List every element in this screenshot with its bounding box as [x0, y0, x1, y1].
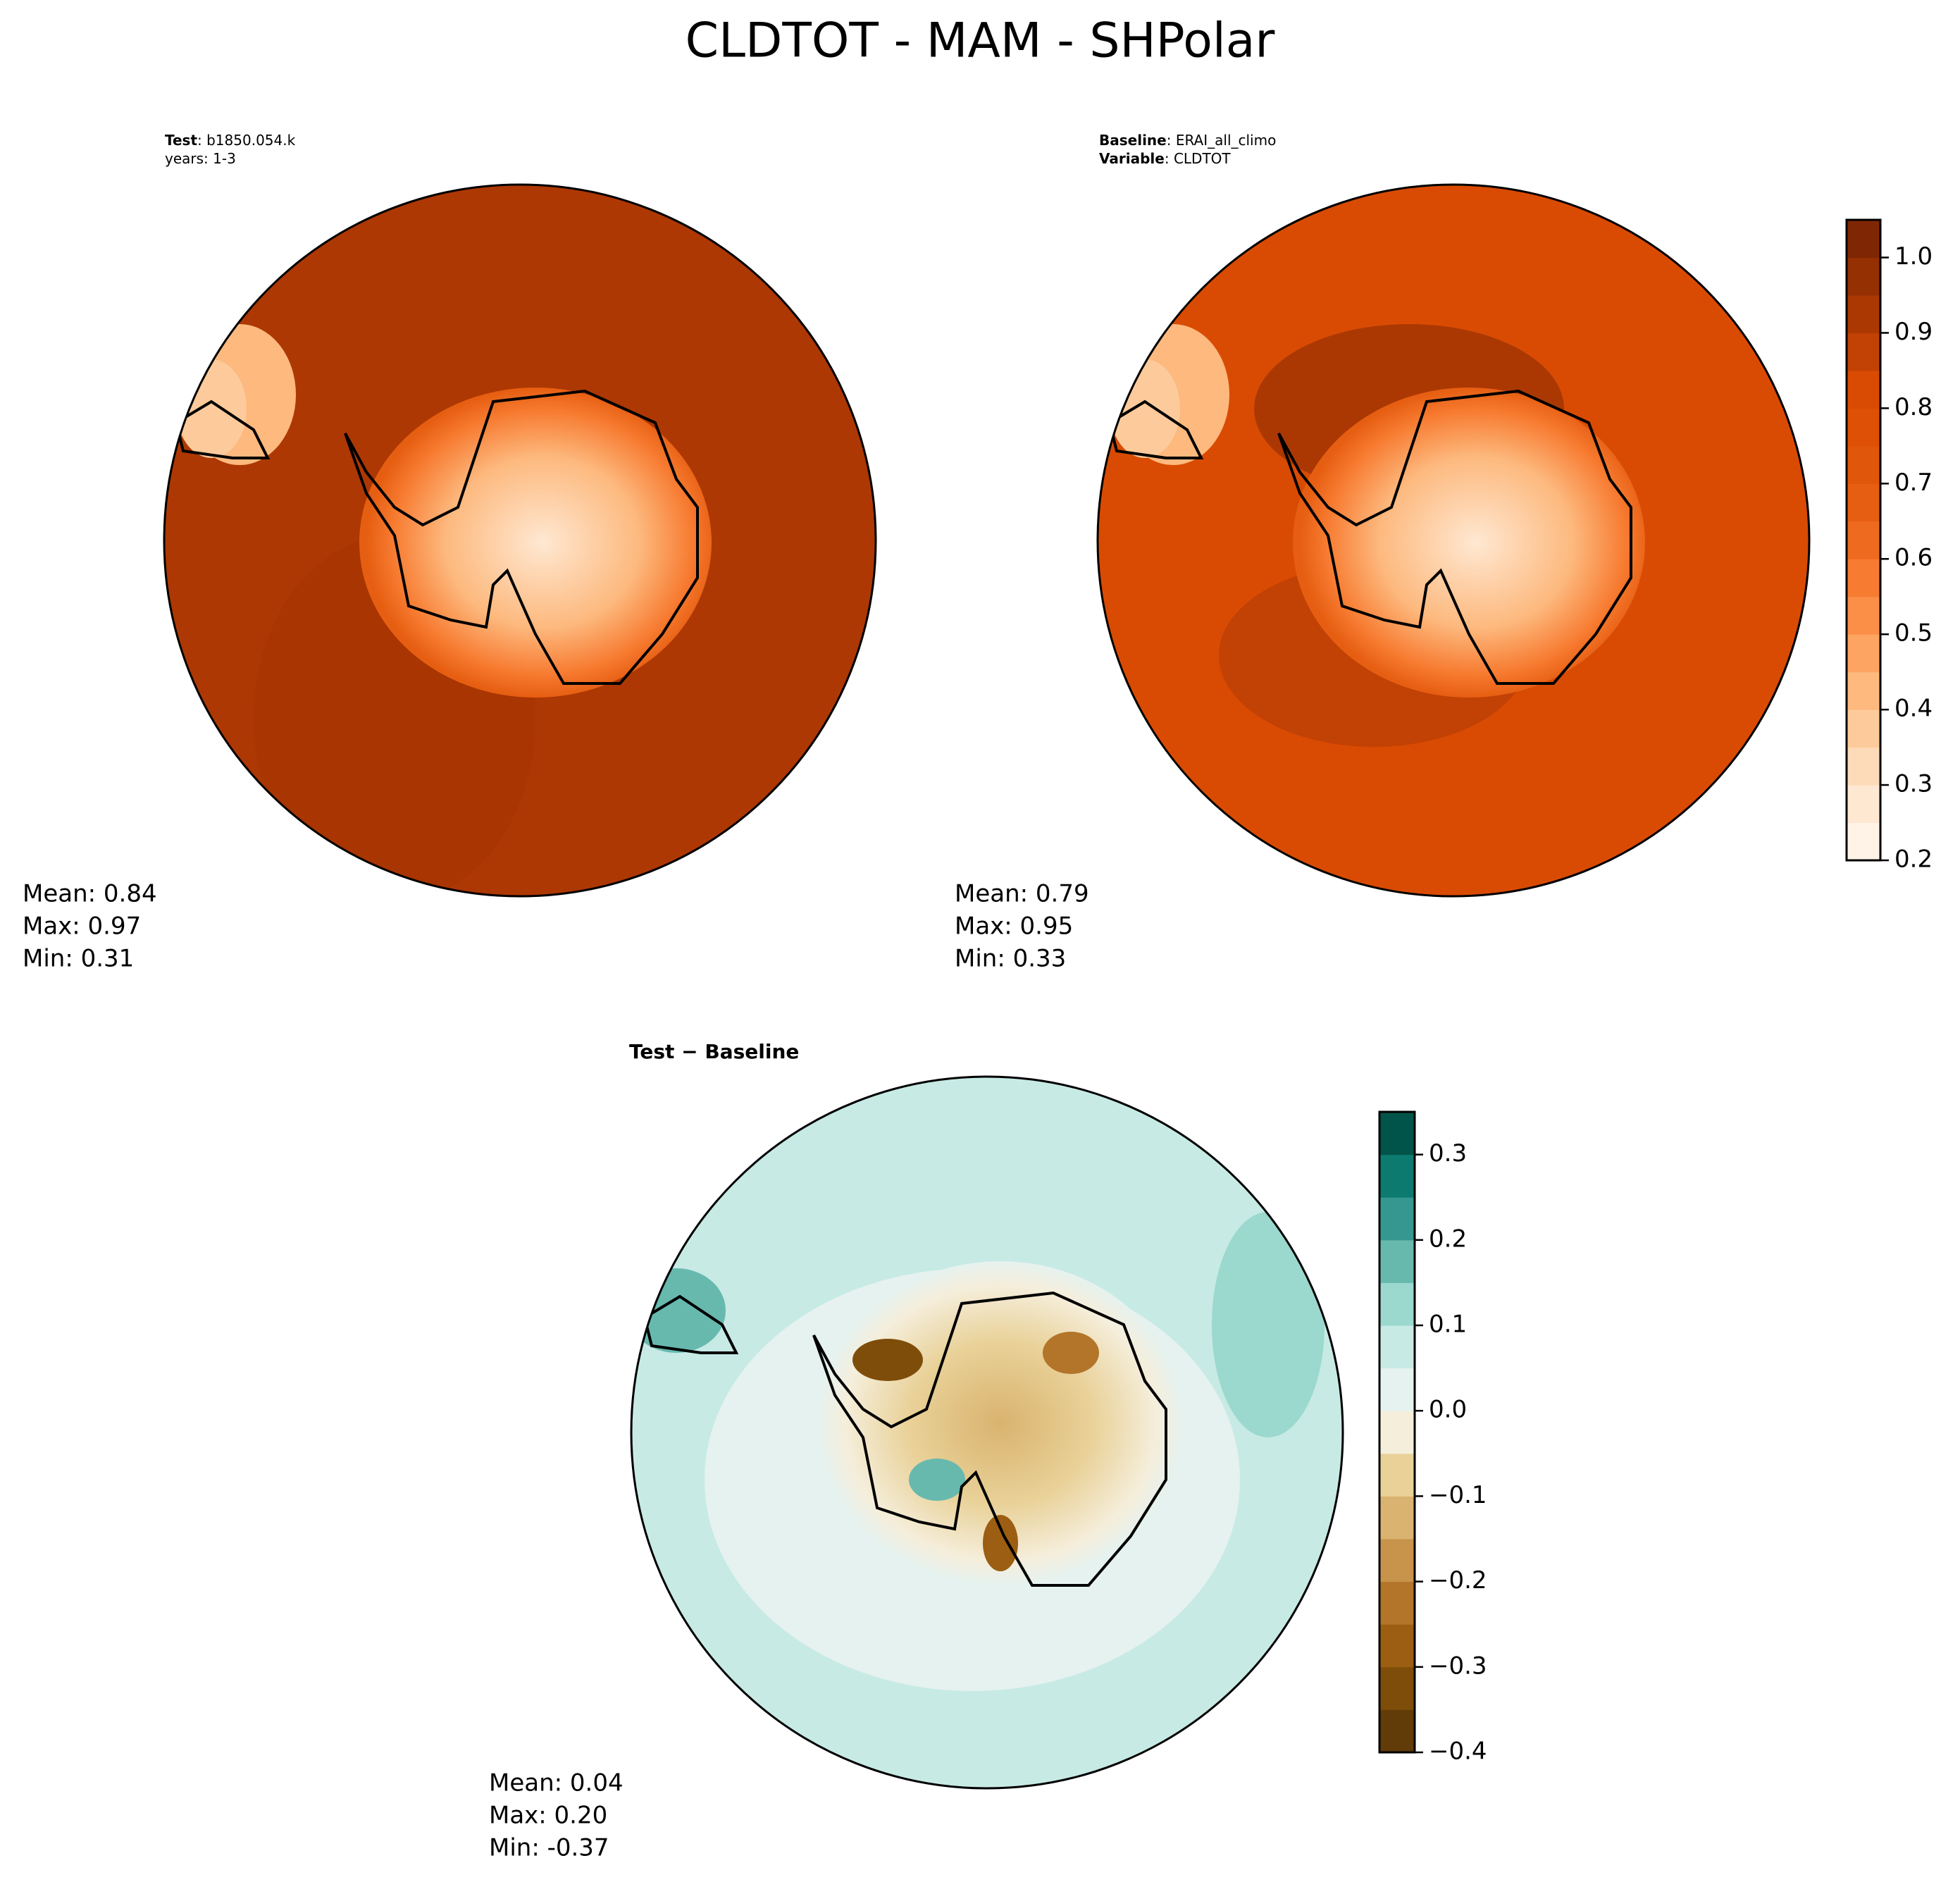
colorbar-level — [1379, 1282, 1415, 1326]
colorbar-tick-label: 0.2 — [1429, 1225, 1467, 1253]
stat-line: Min: -0.37 — [489, 1834, 609, 1862]
colorbar-tick-label: 0.3 — [1894, 770, 1933, 798]
colorbar-level — [1379, 1325, 1415, 1369]
colorbar-level — [1847, 559, 1880, 598]
colorbar-level — [1847, 822, 1880, 861]
colorbar-level — [1379, 1496, 1415, 1540]
colorbar-level — [1847, 634, 1880, 673]
colorbar-level — [1847, 333, 1880, 371]
colorbar-level — [1379, 1666, 1415, 1710]
colorbar-level — [1847, 220, 1880, 258]
colorbar-level — [1379, 1239, 1415, 1283]
panel-header: Test − Baseline — [629, 1040, 799, 1063]
colorbar-level — [1379, 1539, 1415, 1583]
colorbar-tick-label: −0.2 — [1429, 1566, 1487, 1595]
header-key: Test — [165, 132, 197, 149]
colorbar-tick-label: −0.1 — [1429, 1481, 1487, 1509]
colorbar-level — [1847, 370, 1880, 409]
colorbar-level — [1379, 1197, 1415, 1241]
map-border — [630, 1075, 1344, 1790]
header-value: : b1850.054.k — [197, 132, 296, 149]
header-value: : CLDTOT — [1165, 150, 1232, 167]
stat-line: Mean: 0.84 — [23, 880, 157, 908]
panel-header: Test: b1850.054.k — [165, 132, 296, 149]
colorbar-level — [1379, 1581, 1415, 1625]
colorbar-tick-label: 0.0 — [1429, 1396, 1467, 1424]
colorbar-tick-label: 0.2 — [1894, 846, 1933, 874]
colorbar-tick-label: 1.0 — [1894, 242, 1933, 271]
colorbar-level — [1847, 257, 1880, 296]
colorbar-level — [1847, 785, 1880, 824]
colorbar-tick-label: 0.4 — [1894, 695, 1933, 723]
stat-line: Mean: 0.79 — [955, 880, 1089, 908]
stat-line: Max: 0.20 — [489, 1802, 607, 1830]
colorbar-level — [1847, 671, 1880, 710]
colorbar-tick-label: 0.1 — [1429, 1311, 1467, 1339]
header-key: Baseline — [1099, 132, 1167, 149]
map-border — [163, 183, 877, 898]
colorbar-level — [1847, 596, 1880, 635]
colorbar-level — [1379, 1368, 1415, 1411]
colorbar-level — [1847, 521, 1880, 559]
colorbar-level — [1379, 1709, 1415, 1753]
colorbar-tick-label: 0.6 — [1894, 544, 1933, 572]
colorbar-level — [1847, 295, 1880, 333]
stat-line: Min: 0.33 — [955, 945, 1066, 973]
panel-header: years: 1-3 — [165, 150, 236, 167]
stat-line: Mean: 0.04 — [489, 1769, 624, 1797]
colorbar-level — [1847, 408, 1880, 447]
map-border — [1096, 183, 1811, 898]
header-value: years: 1-3 — [165, 150, 236, 167]
colorbar-level — [1847, 445, 1880, 484]
stat-line: Max: 0.95 — [955, 912, 1073, 941]
stat-line: Max: 0.97 — [23, 912, 141, 941]
colorbar-level — [1379, 1624, 1415, 1668]
colorbar-level — [1379, 1453, 1415, 1497]
colorbar-tick-label: 0.3 — [1429, 1139, 1467, 1168]
figure-title: CLDTOT - MAM - SHPolar — [686, 13, 1275, 69]
colorbar-level — [1847, 483, 1880, 522]
colorbar-level — [1379, 1411, 1415, 1454]
header-key: Test − Baseline — [629, 1040, 799, 1063]
colorbar-tick-label: 0.8 — [1894, 393, 1933, 421]
colorbar-level — [1847, 710, 1880, 748]
stat-line: Min: 0.31 — [23, 945, 134, 973]
colorbar-level — [1379, 1154, 1415, 1198]
colorbar-tick-label: 0.5 — [1894, 619, 1933, 648]
map — [1098, 185, 1809, 896]
colorbar-frame — [1378, 1110, 1416, 1754]
colorbar-level — [1379, 1112, 1415, 1156]
header-key: Variable — [1099, 150, 1165, 167]
map — [164, 185, 876, 896]
header-value: : ERAI_all_climo — [1167, 132, 1277, 149]
panel-header: Baseline: ERAI_all_climo — [1099, 132, 1276, 149]
colorbar-tick-label: 0.9 — [1894, 318, 1933, 346]
colorbar-tick-label: −0.4 — [1429, 1738, 1487, 1766]
colorbar-level — [1847, 747, 1880, 786]
colorbar-frame — [1845, 218, 1882, 862]
map — [631, 1077, 1343, 1788]
panel-header: Variable: CLDTOT — [1099, 150, 1231, 167]
colorbar-tick-label: 0.7 — [1894, 469, 1933, 497]
colorbar-tick-label: −0.3 — [1429, 1652, 1487, 1680]
